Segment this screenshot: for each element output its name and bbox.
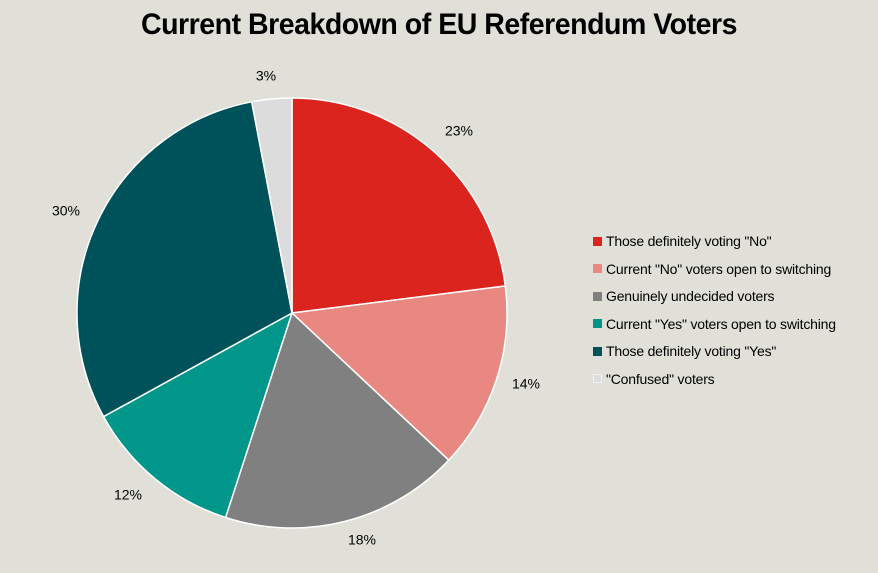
pie-slice-1 xyxy=(291,97,507,314)
legend-label: Current "Yes" voters open to switching xyxy=(606,315,836,332)
legend-swatch xyxy=(593,236,602,246)
chart-title: Current Breakdown of EU Referendum Voter… xyxy=(140,8,738,41)
legend-item-6: "Confused" voters xyxy=(593,368,836,390)
legend-label: Those definitely voting "No" xyxy=(606,233,772,249)
slice-data-label-3: 18% xyxy=(348,532,376,548)
slice-data-label-4: 12% xyxy=(114,487,142,503)
chart-legend: Those definitely voting "No" Current "No"… xyxy=(593,230,836,396)
pie-slice-6 xyxy=(250,97,293,314)
pie-slices xyxy=(76,97,508,529)
legend-item-1: Those definitely voting "No" xyxy=(593,230,836,252)
pie-slice-4 xyxy=(102,312,293,519)
legend-swatch xyxy=(593,319,602,329)
legend-swatch xyxy=(593,264,602,274)
pie-slice-5 xyxy=(76,101,293,418)
legend-swatch xyxy=(593,346,602,356)
legend-item-5: Those definitely voting "Yes" xyxy=(593,340,836,362)
slice-data-label-6: 3% xyxy=(256,68,276,84)
legend-label: "Confused" voters xyxy=(606,370,715,387)
legend-item-2: Current "No" voters open to switching xyxy=(593,258,836,280)
legend-label: Those definitely voting "Yes" xyxy=(606,343,777,360)
slice-data-label-1: 23% xyxy=(445,123,473,139)
legend-label: Genuinely undecided voters xyxy=(606,288,775,305)
pie-slice-labels: 23% 14% 18% 12% 30% 3% xyxy=(52,68,540,548)
pie-slice-3 xyxy=(224,312,450,529)
legend-swatch xyxy=(593,374,602,384)
legend-label: Current "No" voters open to switching xyxy=(606,260,832,277)
slice-data-label-2: 14% xyxy=(512,376,540,392)
pie-slice-2 xyxy=(291,285,508,461)
legend-swatch xyxy=(593,291,602,301)
legend-item-3: Genuinely undecided voters xyxy=(593,285,836,307)
legend-item-4: Current "Yes" voters open to switching xyxy=(593,313,836,335)
slice-data-label-5: 30% xyxy=(52,203,80,219)
